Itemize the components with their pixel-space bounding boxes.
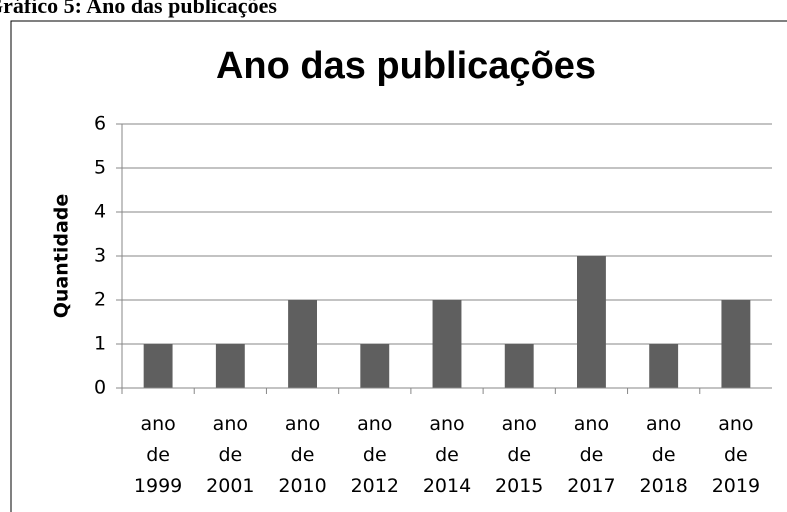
bar (215, 344, 245, 388)
x-tick-label: ano de 2017 (567, 413, 615, 497)
bar (432, 300, 462, 388)
y-tick-label: 5 (94, 157, 106, 179)
bar (721, 300, 751, 388)
y-tick-label: 3 (94, 245, 106, 267)
bar (360, 344, 390, 388)
y-tick-label: 1 (94, 333, 106, 355)
x-tick-label: ano de 2015 (495, 413, 543, 497)
bar (504, 344, 534, 388)
x-tick-label: ano de 2010 (278, 413, 326, 497)
chart-title: Ano das publicações (216, 45, 596, 87)
caption: Gráfico 5: Ano das publicações (0, 0, 277, 18)
bar (288, 300, 317, 388)
bar (577, 256, 606, 388)
x-tick-label: ano de 2019 (712, 413, 760, 497)
y-tick-label: 4 (94, 201, 106, 223)
y-axis-label: Quantidade (51, 194, 73, 319)
y-tick-label: 2 (94, 289, 106, 311)
bar (649, 344, 679, 388)
bar (143, 344, 173, 388)
y-tick-label: 6 (94, 113, 106, 135)
y-tick-label: 0 (94, 377, 106, 399)
chart-frame (10, 20, 787, 512)
x-tick-label: ano de 2014 (423, 413, 471, 497)
x-tick-label: ano de 2018 (639, 413, 687, 497)
x-tick-label: ano de 1999 (134, 413, 182, 497)
x-tick-label: ano de 2001 (206, 413, 254, 497)
x-tick-label: ano de 2012 (351, 413, 399, 497)
